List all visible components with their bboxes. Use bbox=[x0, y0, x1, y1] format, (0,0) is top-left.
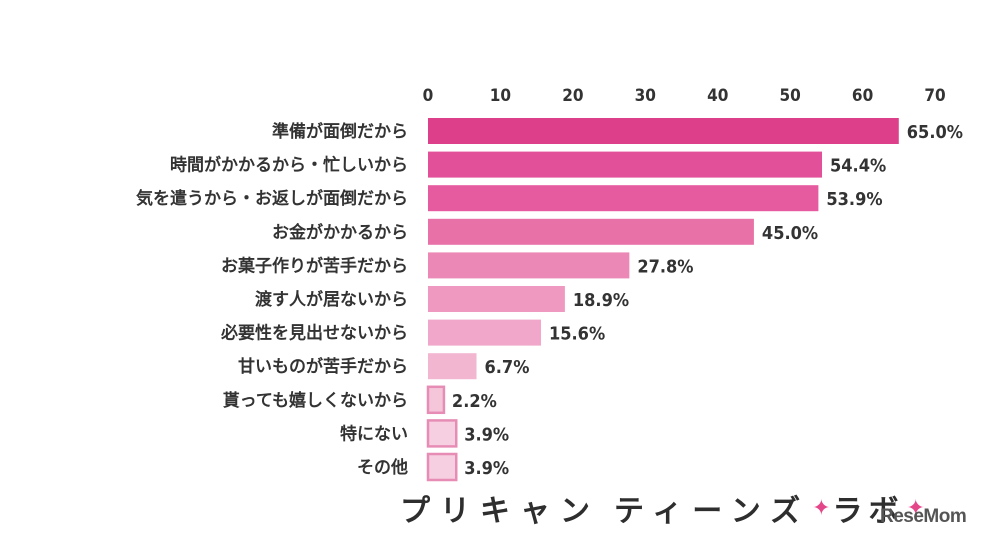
category-label: 渡す人が居ないから bbox=[255, 289, 408, 310]
x-tick-label: 10 bbox=[490, 86, 511, 106]
bars bbox=[426, 118, 899, 482]
sparkle-icon: ✦ bbox=[812, 495, 831, 521]
value-label: 53.9% bbox=[826, 189, 882, 210]
category-label: 必要性を見出せないから bbox=[220, 323, 408, 344]
bar bbox=[426, 385, 446, 415]
value-label: 45.0% bbox=[762, 223, 818, 244]
category-label: 準備が面倒だから bbox=[272, 121, 408, 142]
brand-name-a: プリキャン bbox=[400, 494, 600, 529]
bar bbox=[426, 452, 458, 482]
category-label: お金がかかるから bbox=[272, 222, 408, 243]
value-label: 6.7% bbox=[485, 357, 530, 378]
value-label: 18.9% bbox=[573, 290, 629, 311]
x-tick-label: 30 bbox=[635, 86, 656, 106]
bar bbox=[428, 353, 477, 380]
category-label: その他 bbox=[357, 457, 408, 478]
bar bbox=[428, 118, 899, 144]
bar-chart: 0 10 20 30 40 50 60 70 準備が面倒だから時間がかかるから・忙しいから気を… bbox=[135, 86, 963, 482]
bar bbox=[428, 252, 630, 279]
bar bbox=[428, 151, 823, 178]
value-label: 2.2% bbox=[452, 391, 497, 412]
bar bbox=[428, 286, 565, 312]
resemom-logo: ReseMom bbox=[880, 506, 967, 527]
value-label: 27.8% bbox=[637, 256, 693, 277]
x-tick-label: 50 bbox=[779, 86, 800, 106]
x-tick-label: 70 bbox=[924, 86, 945, 106]
bar bbox=[428, 319, 541, 346]
x-tick-label: 0 bbox=[423, 86, 434, 106]
bar bbox=[428, 185, 819, 212]
value-label: 54.4% bbox=[830, 156, 886, 177]
brand-name-c: ラボ bbox=[832, 494, 905, 529]
category-label: 気を遣うから・お返しが面倒だから bbox=[135, 188, 408, 209]
category-label: お菓子作りが苦手だから bbox=[221, 255, 408, 276]
category-label: 貰っても嬉しくないから bbox=[223, 390, 408, 411]
bar bbox=[428, 218, 754, 245]
value-label: 3.9% bbox=[464, 458, 509, 479]
x-axis-ticks: 0 10 20 30 40 50 60 70 bbox=[423, 86, 946, 106]
x-tick-label: 40 bbox=[707, 86, 728, 106]
value-label: 3.9% bbox=[464, 424, 509, 445]
x-tick-label: 60 bbox=[852, 86, 873, 106]
brand-name-b: ティーンズ bbox=[614, 494, 811, 529]
x-tick-label: 20 bbox=[562, 86, 583, 106]
category-label: 特にない bbox=[340, 423, 408, 444]
sparkle-icon-2: ✦ bbox=[906, 495, 925, 521]
category-label: 甘いものが苦手だから bbox=[238, 356, 408, 377]
category-label: 時間がかかるから・忙しいから bbox=[170, 155, 408, 176]
value-label: 15.6% bbox=[549, 324, 605, 345]
value-label: 65.0% bbox=[907, 122, 963, 143]
category-labels: 準備が面倒だから時間がかかるから・忙しいから気を遣うから・お返しが面倒だからお金… bbox=[135, 121, 408, 478]
brand-footer: プリキャン ティーンズ ✦ ラボ ✦ bbox=[400, 486, 927, 530]
bar bbox=[426, 419, 458, 448]
value-labels: 65.0% 54.4% 53.9% 45.0% 27.8% 18.9% 15.6% 6.7% 2… bbox=[452, 122, 963, 479]
